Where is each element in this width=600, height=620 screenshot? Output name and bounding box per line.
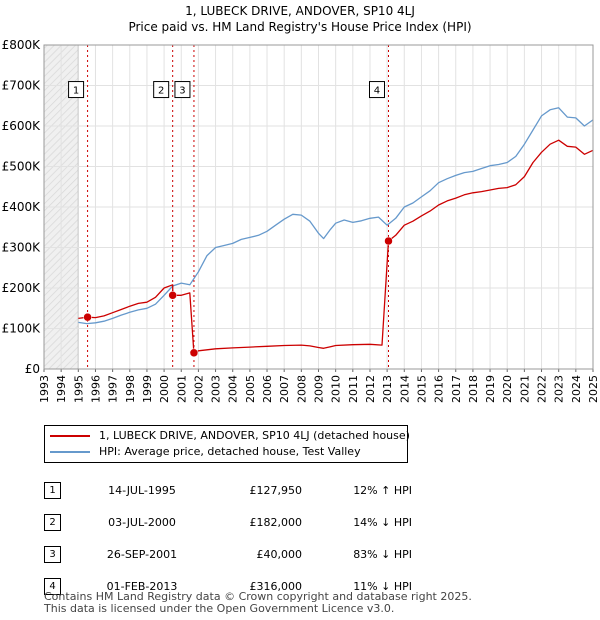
chart-subtitle: Price paid vs. HM Land Registry's House … [128,20,472,34]
sale-number-badge: 3 [44,545,61,563]
sale-marker-number: 1 [73,86,79,97]
x-tick-label: 2001 [175,375,188,403]
y-tick-label: £600K [2,119,42,133]
footer-copyright: Contains HM Land Registry data © Crown c… [44,590,472,603]
x-tick-label: 2010 [330,375,343,403]
x-tick-label: 2014 [398,375,411,403]
x-tick-label: 2002 [192,375,205,403]
x-tick-label: 2007 [278,375,291,403]
sale-point [189,348,199,358]
x-tick-label: 1998 [124,375,137,403]
table-row: 2 03-JUL-2000 £182,000 14% ↓ HPI [44,506,412,538]
sale-price: £182,000 [249,515,303,529]
sale-marker-box [174,81,191,99]
footer-attribution: Contains HM Land Registry data © Crown c… [44,591,472,615]
price-chart: £0 £100K £200K £300K £400K £500K £600K £700K £80… [2,38,600,403]
x-tick-label: 2012 [364,375,377,403]
x-tick-label: 1994 [55,375,68,403]
sales-table: 1 14-JUL-1995 £127,950 12% ↑ HPI 2 03-JU… [44,474,412,602]
x-tick-label: 2003 [210,375,223,403]
sale-marker-number: 3 [179,86,185,97]
sale-hpi-diff: 83% ↓ HPI [353,547,412,561]
x-tick-label: 2009 [313,375,326,403]
x-tick-label: 2017 [450,375,463,403]
sale-marker-box [368,81,385,99]
x-tick-label: 2023 [553,375,566,403]
sale-number-badge: 2 [44,513,61,531]
sale-marker-box [68,81,85,99]
sale-point [83,312,92,322]
x-tick-label: 2013 [381,375,394,403]
y-tick-label: £700K [2,79,42,93]
y-tick-label: £400K [2,200,42,214]
x-tick-label: 2005 [244,375,257,403]
footer-licence: This data is licensed under the Open Gov… [44,602,395,615]
x-tick-label: 2020 [501,375,514,403]
sale-date: 03-JUL-2000 [108,515,176,529]
price-series-line [78,139,594,354]
x-tick-label: 2018 [467,375,480,403]
price-line-swatch [50,435,90,437]
table-row: 4 01-FEB-2013 £316,000 11% ↓ HPI [44,570,412,602]
sale-marker-label: 2 [153,81,170,99]
x-tick-label: 2016 [433,375,446,403]
x-tick-label: 2011 [347,375,360,403]
y-tick-label: £800K [2,38,42,52]
table-row: 3 26-SEP-2001 £40,000 83% ↓ HPI [44,538,412,570]
sale-price: £40,000 [256,547,303,561]
x-tick-label: 2024 [570,375,583,403]
y-tick-label: £500K [2,160,42,174]
sale-date: 14-JUL-1995 [108,483,176,497]
sale-marker-label: 1 [68,81,85,99]
sale-hpi-diff: 14% ↓ HPI [353,515,412,529]
x-tick-label: 1995 [72,375,85,403]
x-tick-label: 1999 [141,375,154,403]
plot-border [43,44,594,370]
x-tick-label: 1997 [107,375,120,403]
x-tick-label: 2019 [484,375,497,403]
table-row: 1 14-JUL-1995 £127,950 12% ↑ HPI [44,474,412,506]
y-tick-label: £200K [2,281,42,295]
chart-legend: 1, LUBECK DRIVE, ANDOVER, SP10 4LJ (deta… [44,425,410,463]
x-tick-label: 2000 [158,375,171,403]
sale-date: 26-SEP-2001 [106,547,178,561]
x-tick-label: 1996 [89,375,102,403]
sale-marker-box [153,81,170,99]
x-tick-label: 2006 [261,375,274,403]
y-tick-label: £0 [25,362,40,376]
sale-number-badge: 4 [44,577,61,595]
sale-hpi-diff: 12% ↑ HPI [353,483,412,497]
sale-point [384,236,393,246]
y-tick-label: £300K [2,241,42,255]
sale-hpi-diff: 11% ↓ HPI [353,579,412,593]
legend-label-price: 1, LUBECK DRIVE, ANDOVER, SP10 4LJ (deta… [99,429,410,442]
x-tick-label: 2025 [587,375,600,403]
sale-point [168,291,177,300]
hpi-line-swatch [50,451,90,453]
hpi-series-line [78,107,594,325]
y-tick-label: £100K [2,322,42,336]
sale-date: 01-FEB-2013 [106,579,178,593]
sale-marker-number: 4 [374,86,380,97]
sale-number-badge: 1 [44,481,61,499]
x-tick-label: 2015 [415,375,428,403]
legend-label-hpi: HPI: Average price, detached house, Test… [99,445,361,458]
sale-price: £127,950 [249,483,303,497]
x-tick-label: 2004 [227,375,240,403]
chart-title: 1, LUBECK DRIVE, ANDOVER, SP10 4LJ [185,4,415,18]
x-tick-label: 2008 [295,375,308,403]
sale-marker-number: 2 [158,86,164,97]
sale-marker-label: 3 [174,81,191,99]
x-tick-label: 2021 [518,375,531,403]
x-tick-label: 1993 [38,375,51,403]
x-tick-label: 2022 [536,375,549,403]
sale-price: £316,000 [249,579,303,593]
sale-marker-label: 4 [368,81,385,99]
